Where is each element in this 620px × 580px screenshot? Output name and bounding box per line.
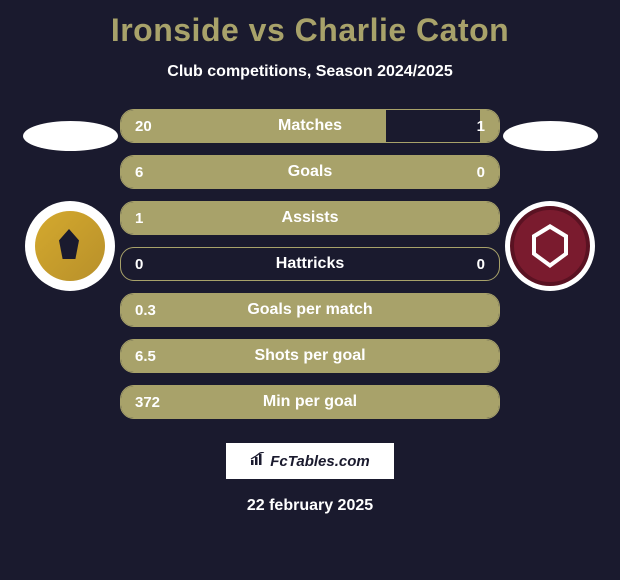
subtitle: Club competitions, Season 2024/2025: [0, 63, 620, 81]
stat-label: Shots per goal: [254, 347, 365, 365]
stat-row: 0.3 Goals per match: [120, 293, 500, 327]
stat-row: 0 Hattricks 0: [120, 247, 500, 281]
stat-value-left: 0.3: [135, 302, 156, 319]
left-player-column: [20, 109, 120, 291]
stat-value-left: 6: [135, 164, 143, 181]
page-title: Ironside vs Charlie Caton: [0, 0, 620, 49]
right-player-column: [500, 109, 600, 291]
club-crest-right: [505, 201, 595, 291]
chart-icon: [250, 452, 266, 470]
stat-label: Min per goal: [263, 393, 357, 411]
date-label: 22 february 2025: [0, 497, 620, 515]
stat-row: 20 Matches 1: [120, 109, 500, 143]
stat-fill-left: [121, 110, 386, 142]
crest-left-icon: [35, 211, 105, 281]
stat-row: 6.5 Shots per goal: [120, 339, 500, 373]
player-oval-right: [503, 121, 598, 151]
stat-row: 372 Min per goal: [120, 385, 500, 419]
stat-row: 6 Goals 0: [120, 155, 500, 189]
stats-column: 20 Matches 1 6 Goals 0 1 Assists 0 Hattricks 0 0.3 G…: [120, 109, 500, 419]
crest-right-icon: [510, 206, 590, 286]
stat-value-left: 0: [135, 256, 143, 273]
site-logo-text: FcTables.com: [270, 453, 369, 470]
stat-value-right: 1: [477, 118, 485, 135]
site-logo: FcTables.com: [226, 443, 394, 479]
stat-label: Goals per match: [247, 301, 372, 319]
stat-value-right: 0: [477, 164, 485, 181]
stat-label: Hattricks: [276, 255, 344, 273]
stat-value-right: 0: [477, 256, 485, 273]
stat-label: Assists: [282, 209, 339, 227]
stat-row: 1 Assists: [120, 201, 500, 235]
player-oval-left: [23, 121, 118, 151]
stat-value-left: 1: [135, 210, 143, 227]
club-crest-left: [25, 201, 115, 291]
stat-label: Matches: [278, 117, 342, 135]
stat-value-left: 20: [135, 118, 152, 135]
content-wrapper: 20 Matches 1 6 Goals 0 1 Assists 0 Hattricks 0 0.3 G…: [0, 109, 620, 419]
stat-value-left: 372: [135, 394, 160, 411]
stat-label: Goals: [288, 163, 332, 181]
stat-value-left: 6.5: [135, 348, 156, 365]
